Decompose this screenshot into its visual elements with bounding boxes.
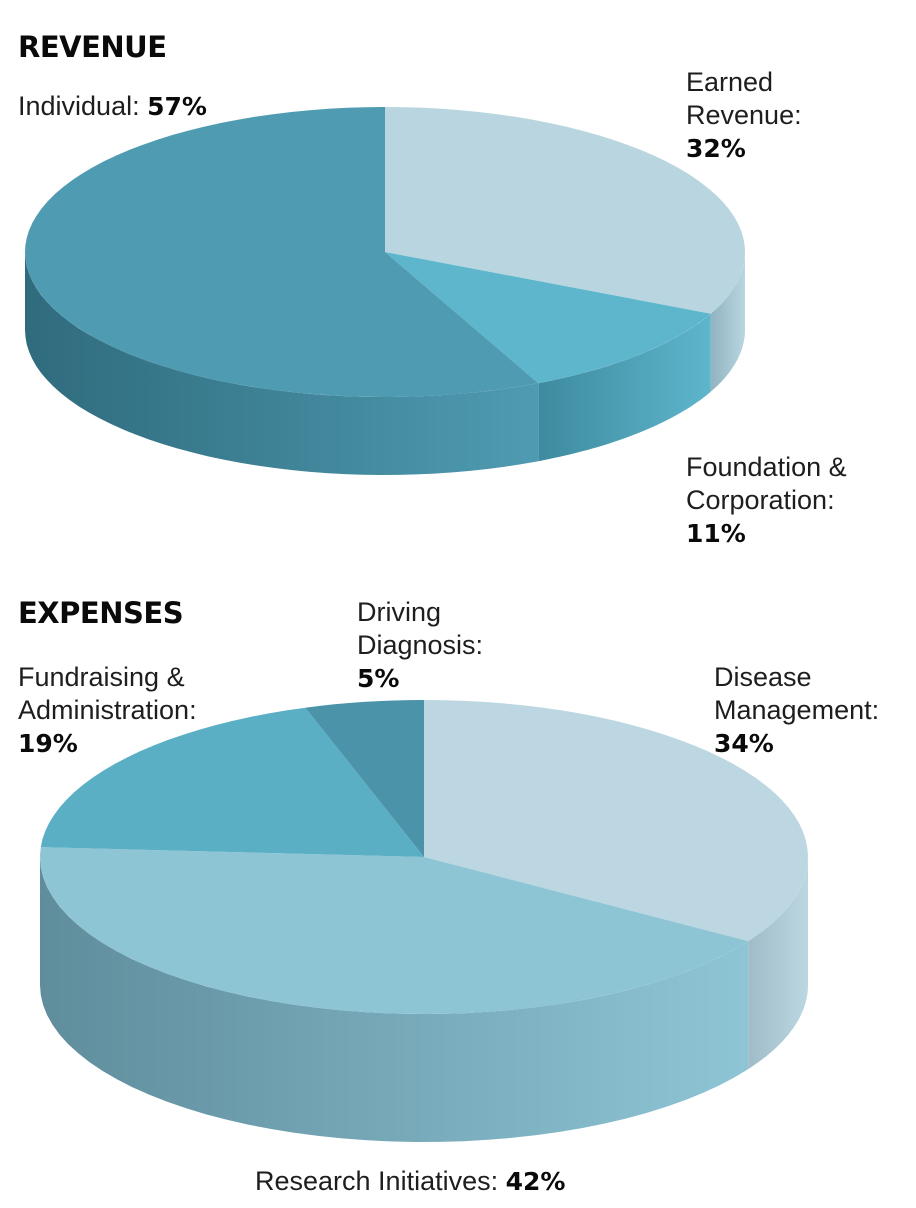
expenses-label-research-value: 42%	[505, 1167, 566, 1196]
pie-1-side-1	[40, 857, 749, 1142]
revenue-label-earned-value: 32%	[686, 134, 746, 163]
pie-1-slice-2	[40, 707, 425, 857]
revenue-label-individual-value: 57%	[147, 92, 207, 121]
pie-0-slice-1	[385, 107, 745, 314]
expenses-label-driving: Driving Diagnosis: 5%	[357, 596, 507, 695]
expenses-label-fundraising-name: Fundraising & Administration:	[18, 662, 197, 725]
revenue-label-foundation: Foundation & Corporation: 11%	[686, 451, 886, 550]
pie-1-slice-1	[40, 847, 749, 1014]
expenses-label-fundraising: Fundraising & Administration: 19%	[18, 661, 233, 760]
pie-0-slice-0	[25, 107, 539, 397]
expenses-label-research: Research Initiatives: 42%	[255, 1165, 565, 1198]
revenue-label-foundation-value: 11%	[686, 519, 746, 548]
expenses-label-fundraising-value: 19%	[18, 729, 78, 758]
expenses-label-disease-value: 34%	[714, 729, 774, 758]
expenses-label-disease: Disease Management: 34%	[714, 661, 904, 760]
expenses-chart-title: EXPENSES	[18, 596, 184, 630]
pie-0-side-2	[538, 313, 711, 462]
pie-0-group	[25, 107, 745, 475]
pie-1-slice-0	[424, 700, 808, 942]
expenses-label-driving-name: Driving Diagnosis:	[357, 597, 484, 660]
pie-1-slice-3	[305, 700, 424, 857]
expenses-label-research-name: Research Initiatives:	[255, 1166, 499, 1196]
revenue-label-earned-name: Earned Revenue:	[686, 67, 802, 130]
revenue-label-earned: Earned Revenue: 32%	[686, 66, 836, 165]
revenue-label-individual-name: Individual:	[18, 91, 140, 121]
pie-0-side-1	[710, 252, 745, 392]
pie-0-side-0	[25, 252, 539, 475]
pie-1-side-0	[748, 857, 808, 1070]
expenses-label-driving-value: 5%	[357, 664, 400, 693]
pie-0-slice-2	[385, 252, 711, 384]
expenses-label-disease-name: Disease Management:	[714, 662, 880, 725]
revenue-chart-title: REVENUE	[18, 30, 167, 64]
revenue-label-foundation-name: Foundation & Corporation:	[686, 452, 847, 515]
revenue-label-individual: Individual: 57%	[18, 90, 207, 123]
pie-1-group	[40, 700, 808, 1142]
